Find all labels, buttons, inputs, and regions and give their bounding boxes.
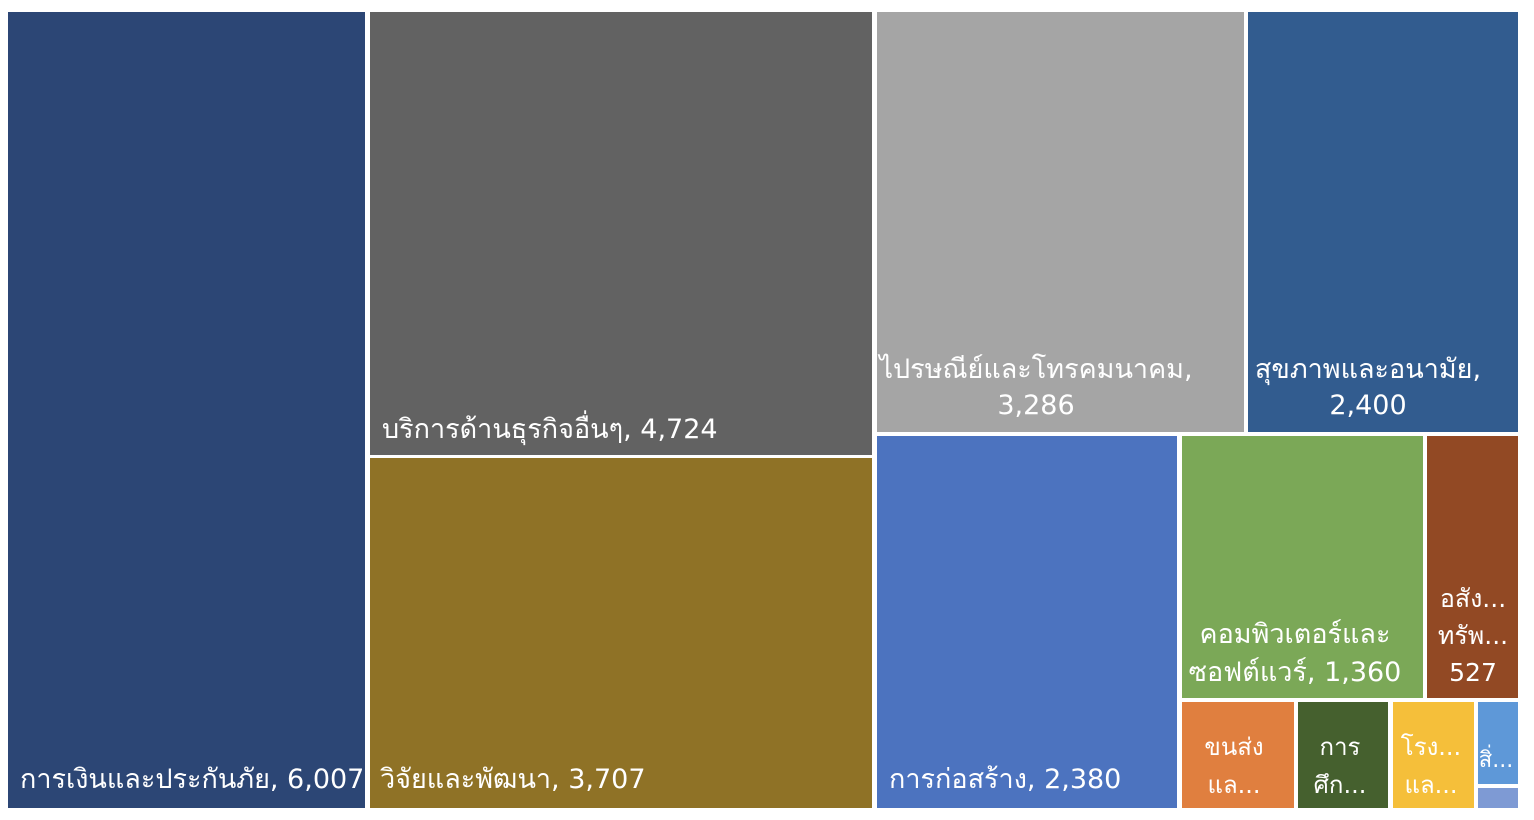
treemap-tile-rect bbox=[1248, 12, 1518, 432]
treemap-tile: คอมพิวเตอร์และซอฟต์แวร์, 1,360 bbox=[1182, 436, 1423, 698]
treemap-tile-label-line: สุขภาพและอนามัย, bbox=[1255, 354, 1481, 386]
treemap-tile-label: สุขภาพและอนามัย, 2,400 bbox=[1255, 354, 1481, 421]
treemap-tile-rect bbox=[370, 12, 872, 455]
treemap-tile-rect bbox=[1478, 788, 1518, 808]
treemap-tile-label-line: 3,286 bbox=[997, 390, 1074, 421]
treemap-tile-label-line: คอมพิวเตอร์และ bbox=[1200, 618, 1391, 650]
treemap-tile-label-line: สิ่... bbox=[1479, 744, 1513, 773]
treemap-tile: สุขภาพและอนามัย, 2,400 bbox=[1248, 12, 1518, 432]
treemap-tile: การเงินและประกันภัย, 6,007 bbox=[8, 12, 365, 808]
treemap-tile bbox=[1478, 788, 1518, 808]
treemap-tile-label-line: ไปรษณีย์และโทรคมนาคม, bbox=[877, 353, 1192, 385]
treemap-tile: ขนส่งแล... bbox=[1182, 702, 1294, 808]
treemap-tile-rect bbox=[1393, 702, 1474, 808]
treemap-tile-label: การก่อสร้าง, 2,380 bbox=[889, 764, 1121, 795]
treemap-tile-label-line: แล... bbox=[1404, 771, 1457, 799]
treemap-tile-label: ขนส่งแล... bbox=[1204, 733, 1263, 799]
treemap-tile: อสัง... ทรัพ... 527 bbox=[1427, 436, 1518, 698]
treemap-tile-label-line: 2,400 bbox=[1329, 390, 1406, 421]
treemap-tile-label-line: การเงินและประกันภัย, 6,007 bbox=[20, 764, 364, 795]
treemap-tile-rect bbox=[877, 12, 1244, 432]
treemap-tile-label-line: ทรัพ... bbox=[1438, 621, 1508, 650]
treemap-tile-label: สิ่... bbox=[1479, 744, 1513, 773]
treemap-tile-label: ไปรษณีย์และโทรคมนาคม, 3,286 bbox=[877, 353, 1192, 421]
treemap-tile-label-line: การ bbox=[1320, 733, 1361, 761]
treemap-tile-label-line: ศึก... bbox=[1314, 771, 1367, 799]
treemap-tile: สิ่... bbox=[1478, 702, 1518, 784]
treemap-tile-label: คอมพิวเตอร์และซอฟต์แวร์, 1,360 bbox=[1189, 618, 1402, 688]
treemap-tile-rect bbox=[1182, 702, 1294, 808]
treemap-tile-label-line: ขนส่ง bbox=[1204, 733, 1263, 761]
treemap-tile-label: การศึก... bbox=[1314, 733, 1367, 799]
treemap-tile-rect bbox=[1427, 436, 1518, 698]
treemap-tile: การศึก... bbox=[1298, 702, 1388, 808]
treemap-tile-label-line: โรง... bbox=[1401, 733, 1461, 761]
treemap-tile-label-line: ซอฟต์แวร์, 1,360 bbox=[1189, 656, 1402, 688]
treemap-tile-rect bbox=[8, 12, 365, 808]
treemap-tile-label: บริการด้านธุรกิจอื่นๆ, 4,724 bbox=[382, 410, 718, 446]
treemap-tile-label: การเงินและประกันภัย, 6,007 bbox=[20, 764, 364, 795]
treemap-tile-label: อสัง... ทรัพ... 527 bbox=[1438, 584, 1508, 687]
treemap-tile-label-line: การก่อสร้าง, 2,380 bbox=[889, 764, 1121, 795]
treemap-tile-rect bbox=[877, 436, 1177, 808]
treemap-tile-label: วิจัยและพัฒนา, 3,707 bbox=[380, 764, 646, 795]
treemap-tile: วิจัยและพัฒนา, 3,707 bbox=[370, 458, 872, 808]
treemap-tile-label-line: วิจัยและพัฒนา, 3,707 bbox=[380, 764, 646, 795]
treemap-tile-label-line: บริการด้านธุรกิจอื่นๆ, 4,724 bbox=[382, 410, 718, 446]
treemap-tile-rect bbox=[1478, 702, 1518, 784]
treemap-tile-label-line: 527 bbox=[1449, 658, 1497, 687]
treemap-tile: ไปรษณีย์และโทรคมนาคม, 3,286 bbox=[877, 12, 1244, 432]
treemap-tile-label: โรง... แล... bbox=[1401, 733, 1461, 799]
treemap-tile-rect bbox=[370, 458, 872, 808]
treemap-tile-rect bbox=[1182, 436, 1423, 698]
treemap-tile-rect bbox=[1298, 702, 1388, 808]
treemap-tile-label-line: อสัง... bbox=[1440, 584, 1506, 613]
treemap-tile: บริการด้านธุรกิจอื่นๆ, 4,724 bbox=[370, 12, 872, 455]
treemap-tile: การก่อสร้าง, 2,380 bbox=[877, 436, 1177, 808]
treemap-tile-label-line: แล... bbox=[1207, 771, 1260, 799]
treemap-tile: โรง... แล... bbox=[1393, 702, 1474, 808]
